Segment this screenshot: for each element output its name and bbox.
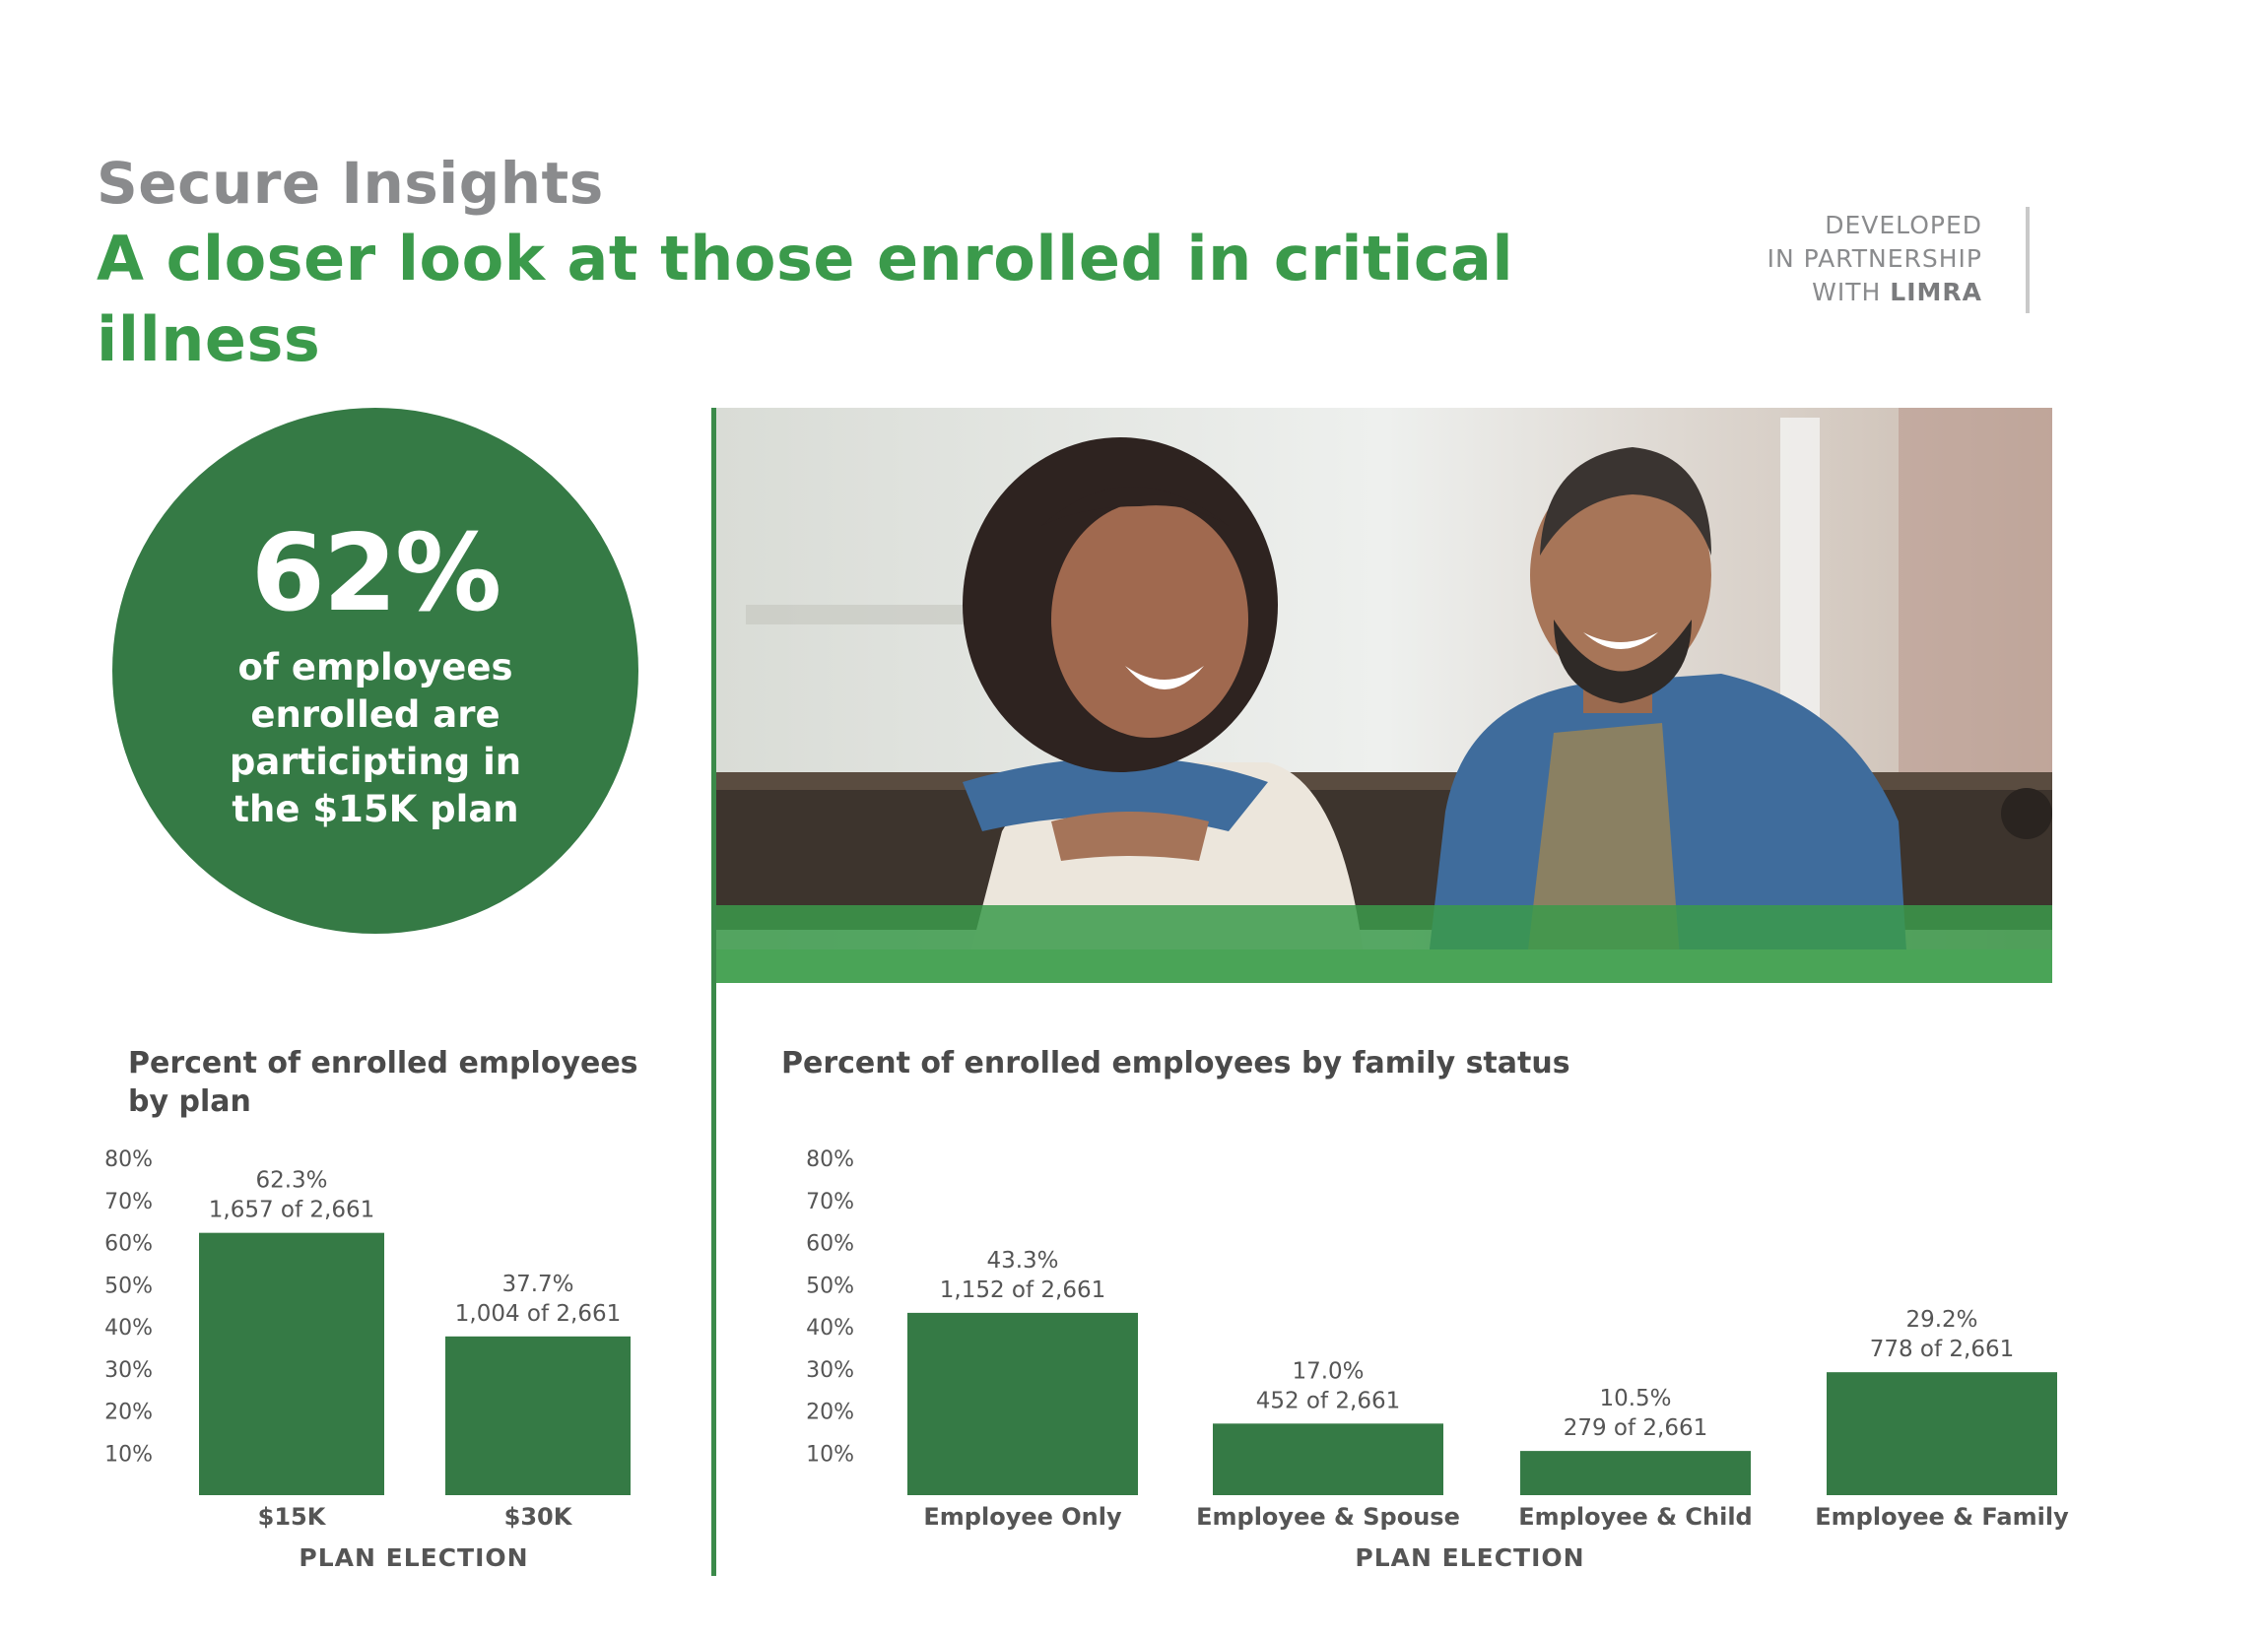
x-axis-label: PLAN ELECTION bbox=[299, 1543, 528, 1572]
y-tick-label: 40% bbox=[104, 1316, 153, 1341]
x-category-label: Employee & Spouse bbox=[1196, 1503, 1460, 1531]
photo-illustration bbox=[716, 408, 2052, 983]
couple-photo bbox=[716, 408, 2052, 983]
x-axis-label: PLAN ELECTION bbox=[1355, 1543, 1584, 1572]
x-category-label: $15K bbox=[258, 1503, 327, 1531]
bar-count-label: 1,004 of 2,661 bbox=[455, 1301, 621, 1327]
family-bar bbox=[1520, 1451, 1751, 1495]
y-tick-label: 60% bbox=[104, 1232, 153, 1257]
eyebrow-title: Secure Insights bbox=[97, 150, 604, 217]
bar-count-label: 452 of 2,661 bbox=[1256, 1388, 1401, 1413]
bar-value-label: 17.0% bbox=[1292, 1358, 1364, 1384]
partner-credit: DEVELOPED IN PARTNERSHIP WITH LIMRA bbox=[1675, 209, 1982, 309]
partner-line-2: IN PARTNERSHIP bbox=[1767, 244, 1982, 273]
bar-value-label: 29.2% bbox=[1905, 1307, 1977, 1333]
plan-bar bbox=[199, 1232, 384, 1495]
bar-count-label: 279 of 2,661 bbox=[1564, 1415, 1708, 1441]
partner-line-1: DEVELOPED bbox=[1825, 211, 1982, 239]
y-tick-label: 70% bbox=[806, 1190, 854, 1214]
bar-count-label: 1,657 of 2,661 bbox=[209, 1198, 374, 1223]
bar-value-label: 43.3% bbox=[986, 1248, 1058, 1274]
y-tick-label: 50% bbox=[104, 1274, 153, 1298]
y-tick-label: 80% bbox=[104, 1147, 153, 1172]
chart-plan-title: Percent of enrolled employees by plan bbox=[128, 1046, 638, 1119]
stat-circle bbox=[112, 408, 638, 934]
y-tick-label: 20% bbox=[806, 1401, 854, 1425]
page-headline: A closer look at those enrolled in criti… bbox=[97, 223, 1514, 375]
bar-value-label: 62.3% bbox=[255, 1168, 327, 1194]
x-category-label: Employee & Child bbox=[1518, 1503, 1752, 1531]
y-tick-label: 60% bbox=[806, 1232, 854, 1257]
stat-caption: of employees enrolled are participting i… bbox=[229, 646, 522, 830]
stat-value: 62% bbox=[250, 512, 502, 635]
bar-count-label: 778 of 2,661 bbox=[1870, 1337, 2015, 1362]
bar-value-label: 10.5% bbox=[1599, 1386, 1671, 1411]
x-category-label: Employee Only bbox=[923, 1503, 1122, 1531]
family-bar bbox=[907, 1312, 1138, 1495]
family-bar bbox=[1213, 1423, 1443, 1495]
bar-value-label: 37.7% bbox=[501, 1272, 573, 1297]
limra-brand: LIMRA bbox=[1890, 278, 1982, 306]
y-tick-label: 10% bbox=[806, 1442, 854, 1467]
y-tick-label: 70% bbox=[104, 1190, 153, 1214]
bar-count-label: 1,152 of 2,661 bbox=[940, 1277, 1105, 1303]
y-tick-label: 30% bbox=[806, 1358, 854, 1383]
y-tick-label: 20% bbox=[104, 1401, 153, 1425]
x-category-label: Employee & Family bbox=[1815, 1503, 2069, 1531]
chart-family-title: Percent of enrolled employees by family … bbox=[781, 1046, 1570, 1080]
partner-divider bbox=[2026, 207, 2030, 313]
y-tick-label: 50% bbox=[806, 1274, 854, 1298]
x-category-label: $30K bbox=[504, 1503, 573, 1531]
y-tick-label: 30% bbox=[104, 1358, 153, 1383]
y-tick-label: 80% bbox=[806, 1147, 854, 1172]
y-tick-label: 40% bbox=[806, 1316, 854, 1341]
partner-prefix: WITH bbox=[1812, 278, 1882, 306]
plan-bar bbox=[445, 1336, 631, 1495]
partner-line-3: WITH LIMRA bbox=[1675, 276, 1982, 309]
family-bar bbox=[1827, 1372, 2057, 1495]
y-tick-label: 10% bbox=[104, 1442, 153, 1467]
vertical-divider bbox=[711, 408, 716, 1576]
